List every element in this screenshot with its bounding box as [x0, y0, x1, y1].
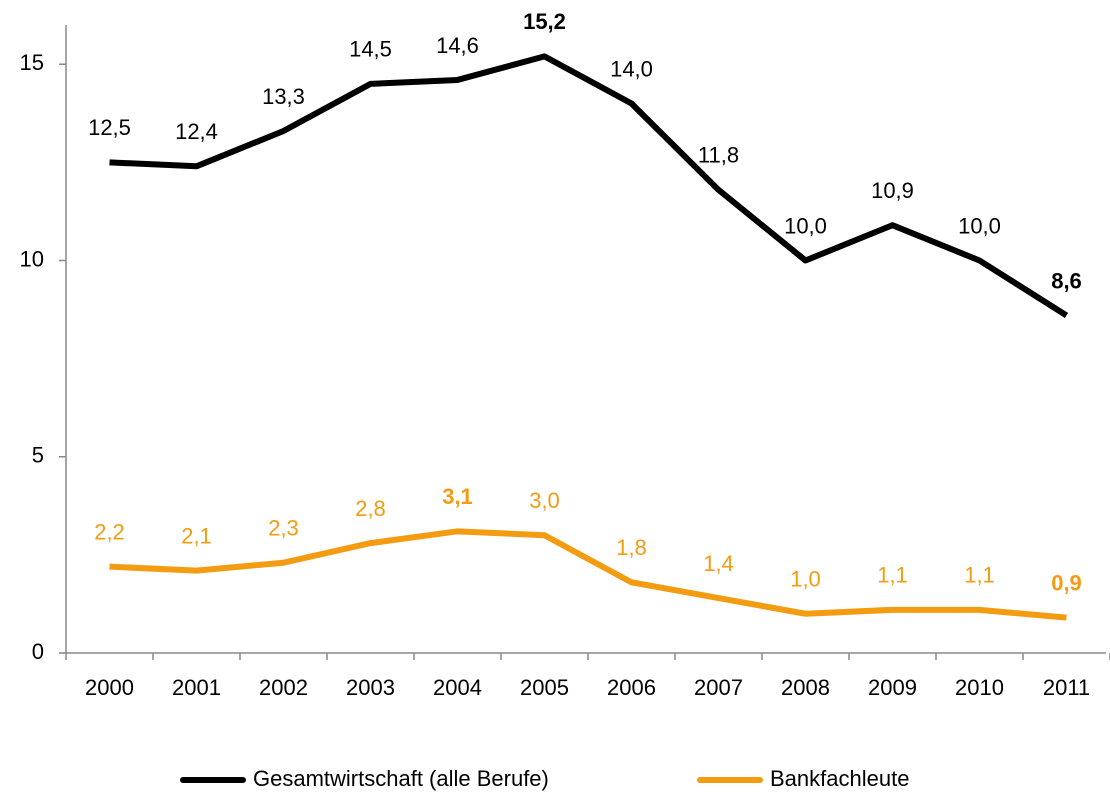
data-label: 0,9	[1051, 570, 1082, 595]
data-label: 8,6	[1051, 268, 1082, 293]
data-label: 2,3	[268, 516, 299, 541]
data-label: 2,8	[355, 496, 386, 521]
x-tick-label: 2000	[85, 675, 134, 700]
data-label: 1,4	[703, 551, 734, 576]
x-tick-label: 2011	[1043, 675, 1090, 700]
data-label: 2,1	[181, 523, 212, 548]
legend-label: Bankfachleute	[770, 766, 909, 791]
data-label: 11,8	[698, 143, 739, 168]
x-tick-label: 2009	[868, 675, 917, 700]
data-label: 10,0	[958, 213, 1001, 238]
data-label: 1,0	[790, 567, 821, 592]
data-label: 13,3	[262, 84, 305, 109]
data-label: 3,1	[442, 484, 473, 509]
data-label: 12,5	[88, 115, 131, 140]
x-tick-label: 2001	[172, 675, 221, 700]
y-tick-label: 15	[20, 50, 44, 75]
x-tick-label: 2010	[955, 675, 1004, 700]
y-tick-label: 0	[32, 639, 44, 664]
data-label: 12,4	[175, 119, 218, 144]
data-label: 1,8	[616, 535, 647, 560]
line-series	[109, 53, 1069, 318]
x-tick-label: 2002	[259, 675, 308, 700]
line-series	[109, 528, 1067, 621]
data-label: 3,0	[529, 488, 560, 513]
data-label: 1,1	[964, 563, 995, 588]
x-tick-label: 2005	[520, 675, 569, 700]
y-tick-label: 5	[32, 443, 44, 468]
x-tick-label: 2007	[694, 675, 743, 700]
x-tick-label: 2003	[346, 675, 395, 700]
x-tick-label: 2006	[607, 675, 656, 700]
y-tick-label: 10	[20, 246, 44, 271]
data-label: 2,2	[94, 519, 125, 544]
legend-label: Gesamtwirtschaft (alle Berufe)	[253, 766, 549, 791]
data-label: 14,6	[436, 33, 479, 58]
data-label: 15,2	[523, 9, 566, 34]
data-label: 1,1	[877, 563, 908, 588]
data-label: 10,9	[871, 178, 914, 203]
data-label: 14,5	[349, 37, 392, 62]
data-label: 10,0	[784, 213, 827, 238]
x-tick-label: 2008	[781, 675, 830, 700]
data-label: 14,0	[610, 56, 653, 81]
x-tick-label: 2004	[433, 675, 482, 700]
